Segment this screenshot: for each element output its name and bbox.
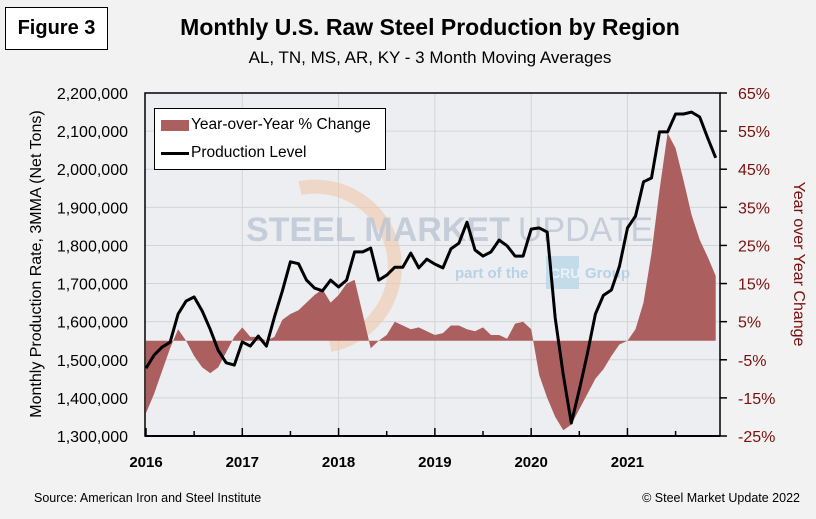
y2-tick-label: 15% [738, 277, 770, 294]
x-tick-label: 2019 [418, 454, 451, 471]
y2-tick-label: 45% [738, 162, 770, 179]
y2-tick-label: 25% [738, 238, 770, 255]
watermark-sub: part of the [455, 265, 528, 282]
legend-label-production: Production Level [191, 144, 307, 161]
watermark-main: STEEL MARKET UPDATE [246, 211, 653, 249]
y2-tick-label: -15% [738, 391, 775, 408]
watermark-badge: CRU [550, 265, 580, 281]
figure-label: Figure 3 [5, 7, 108, 50]
source-note: Source: American Iron and Steel Institut… [34, 491, 262, 505]
y-tick-label: 1,600,000 [57, 315, 128, 332]
legend-swatch-line [161, 151, 189, 155]
x-tick-label: 2021 [611, 454, 644, 471]
y-tick-label: 1,300,000 [57, 429, 128, 446]
chart-title: Monthly U.S. Raw Steel Production by Reg… [180, 14, 680, 40]
tick-labels: 1,300,000 1,400,000 1,500,000 1,600,000 1,70… [57, 86, 776, 471]
y-tick-label: 1,500,000 [57, 353, 128, 370]
y2-tick-label: 35% [738, 200, 770, 217]
watermark-bold: STEEL MARKET [246, 211, 510, 249]
x-tick-label: 2018 [322, 454, 355, 471]
production-points [145, 111, 716, 424]
y-tick-label: 2,200,000 [57, 86, 128, 103]
x-tick-label: 2017 [226, 454, 259, 471]
production-line-series [144, 110, 718, 425]
y-tick-label: 1,400,000 [57, 391, 128, 408]
watermark-light: UPDATE [518, 211, 653, 249]
axes [144, 92, 727, 437]
yoy-area-series [146, 133, 716, 431]
y-tick-label: 2,000,000 [57, 162, 128, 179]
y2-tick-label: 65% [738, 86, 770, 103]
legend-label-yoy: Year-over-Year % Change [191, 116, 371, 133]
legend-swatch-area [161, 119, 189, 131]
legend-item-yoy: Year-over-Year % Change [161, 116, 371, 134]
copyright-note: © Steel Market Update 2022 [642, 491, 800, 505]
y-tick-label: 1,900,000 [57, 200, 128, 217]
legend-item-production: Production Level [161, 144, 306, 162]
y2-tick-label: 5% [738, 315, 761, 332]
legend: Year-over-Year % Change Production Level [154, 108, 386, 170]
x-tick-label: 2020 [514, 454, 547, 471]
y2-tick-label: 55% [738, 124, 770, 141]
y-tick-label: 1,700,000 [57, 277, 128, 294]
y2-tick-label: -5% [738, 353, 766, 370]
y-tick-label: 2,100,000 [57, 124, 128, 141]
chart-subtitle: AL, TN, MS, AR, KY - 3 Month Moving Aver… [248, 48, 612, 67]
y-tick-label: 1,800,000 [57, 238, 128, 255]
x-tick-label: 2016 [129, 454, 162, 471]
y2-tick-label: -25% [738, 429, 775, 446]
watermark-group: Group [585, 265, 630, 282]
